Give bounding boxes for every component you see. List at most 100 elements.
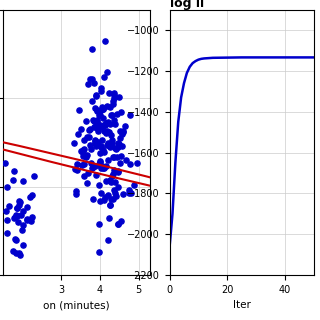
Point	[85, 181, 90, 186]
Point	[100, 116, 106, 121]
Point	[102, 123, 107, 128]
Point	[116, 221, 121, 226]
Point	[110, 173, 115, 179]
Point	[108, 113, 114, 118]
Point	[30, 215, 35, 220]
Point	[129, 190, 134, 195]
Point	[87, 127, 92, 132]
Point	[91, 165, 96, 170]
Point	[97, 158, 102, 163]
Point	[107, 104, 112, 109]
Point	[98, 190, 103, 196]
Point	[89, 146, 94, 151]
Point	[89, 161, 94, 166]
Point	[112, 179, 117, 184]
Point	[73, 192, 78, 197]
Point	[14, 205, 19, 210]
Point	[16, 219, 21, 224]
Point	[13, 237, 18, 242]
Point	[90, 196, 95, 202]
Point	[97, 123, 102, 128]
Point	[89, 46, 94, 52]
Point	[92, 118, 97, 124]
Point	[96, 221, 101, 227]
Point	[79, 148, 84, 154]
Point	[107, 203, 112, 208]
Point	[24, 205, 29, 210]
Point	[93, 105, 98, 110]
Point	[116, 141, 121, 147]
Point	[71, 140, 76, 146]
Point	[103, 131, 108, 136]
Point	[111, 92, 116, 98]
Point	[16, 198, 21, 203]
Point	[87, 143, 92, 148]
Point	[88, 126, 93, 132]
Point	[4, 184, 9, 189]
Point	[3, 161, 8, 166]
Point	[74, 168, 79, 173]
Point	[99, 165, 104, 170]
Point	[14, 213, 20, 219]
Point	[5, 218, 10, 223]
Point	[113, 194, 118, 199]
Point	[108, 142, 114, 148]
Point	[108, 197, 114, 202]
Point	[109, 132, 114, 137]
Point	[73, 167, 78, 172]
Point	[101, 149, 107, 154]
Point	[3, 208, 8, 213]
Point	[117, 128, 123, 133]
Point	[111, 154, 116, 159]
Point	[101, 129, 106, 134]
Point	[110, 171, 115, 176]
Point	[113, 191, 118, 196]
Point	[132, 182, 137, 187]
Point	[16, 251, 21, 256]
Point	[93, 140, 98, 145]
Point	[85, 171, 91, 176]
Point	[84, 134, 90, 139]
Point	[93, 143, 98, 148]
Point	[100, 147, 105, 152]
Point	[95, 140, 100, 145]
Point	[100, 165, 105, 171]
Point	[108, 121, 113, 126]
Point	[102, 197, 107, 202]
Point	[106, 238, 111, 243]
Point	[84, 152, 89, 157]
Point	[112, 155, 117, 160]
Point	[104, 121, 109, 126]
X-axis label: Iter: Iter	[233, 300, 251, 310]
Point	[10, 178, 15, 183]
Point	[97, 150, 102, 155]
Point	[108, 178, 113, 183]
Point	[19, 227, 24, 232]
Point	[89, 98, 94, 103]
Point	[24, 217, 29, 222]
Point	[96, 128, 101, 133]
Point	[103, 194, 108, 199]
Point	[104, 103, 109, 108]
Point	[75, 132, 80, 137]
Point	[10, 248, 15, 253]
Point	[97, 112, 102, 117]
Point	[95, 125, 100, 131]
Point	[29, 219, 34, 224]
Point	[111, 91, 116, 96]
Point	[94, 108, 100, 113]
Point	[102, 123, 108, 128]
Point	[82, 162, 87, 167]
Point	[97, 198, 102, 203]
Point	[98, 160, 103, 165]
Point	[106, 193, 111, 198]
Point	[91, 117, 96, 122]
Point	[116, 145, 121, 150]
Point	[119, 143, 124, 148]
Point	[17, 200, 22, 205]
Point	[116, 168, 121, 173]
Point	[20, 243, 26, 248]
Point	[99, 88, 104, 93]
Point	[18, 213, 23, 218]
Point	[100, 107, 105, 112]
